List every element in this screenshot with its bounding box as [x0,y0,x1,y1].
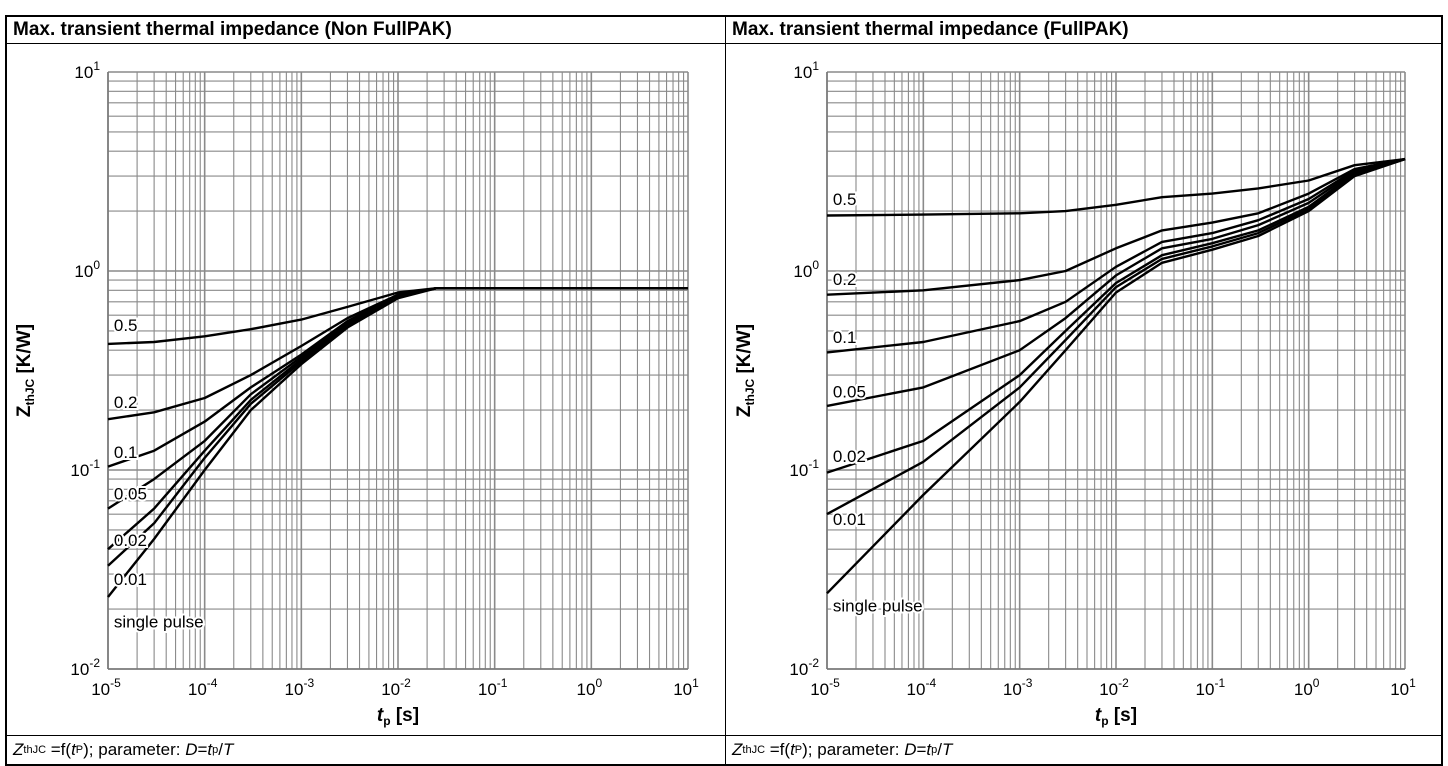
series-line [826,157,1406,217]
x-tick-label: 101 [673,676,699,699]
border-bottom [5,764,1443,766]
series-label: 0.5 [114,316,138,335]
series-label: 0.02 [833,447,866,466]
x-tick-label: 100 [1294,676,1320,699]
x-tick-label: 10-4 [907,676,937,699]
y-axis-label: ZthJC [K/W] [734,324,757,417]
grid [826,71,1406,670]
x-tick-label: 10-3 [1003,676,1033,699]
y-tick-label: 100 [793,258,819,281]
grid [107,71,689,670]
y-axis-label: ZthJC [K/W] [14,324,37,417]
y-tick-label: 10-1 [789,457,819,480]
series-label: single pulse [114,612,204,631]
series-line [826,157,1406,595]
x-tick-label: 10-1 [1196,676,1226,699]
series-label: 0.5 [833,190,857,209]
y-tick-label: 10-2 [70,656,100,679]
border-foot-top [5,735,1443,736]
border-title-bottom [5,43,1443,44]
y-tick-label: 10-2 [789,656,819,679]
x-tick-label: 101 [1390,676,1416,699]
x-tick-label: 10-5 [810,676,840,699]
series-label: 0.2 [114,393,138,412]
x-tick-label: 10-2 [381,676,411,699]
y-tick-label: 100 [74,258,100,281]
series-line [826,157,1406,296]
series-label: 0.05 [114,485,147,504]
series-label: single pulse [833,596,923,615]
series-line [826,157,1406,516]
series-line [826,157,1406,354]
x-tick-label: 10-4 [188,676,218,699]
y-tick-label: 101 [74,59,100,82]
x-tick-label: 10-3 [285,676,315,699]
panel-title-right: Max. transient thermal impedance (FullPA… [732,19,1129,40]
series-label: 0.1 [114,443,138,462]
series-group [107,287,688,598]
x-tick-label: 100 [577,676,603,699]
series-group [826,157,1406,595]
series-line [107,287,688,598]
series-label: 0.01 [114,570,147,589]
y-tick-label: 10-1 [70,457,100,480]
x-axis-label: tp [s] [377,705,419,728]
series-label: 0.05 [833,382,866,401]
x-tick-label: 10-5 [91,676,121,699]
x-tick-label: 10-1 [478,676,508,699]
panel-title-left: Max. transient thermal impedance (Non Fu… [13,19,452,40]
x-axis-label: tp [s] [1095,705,1137,728]
series-line [826,157,1406,408]
x-tick-label: 10-2 [1099,676,1129,699]
border-right [1441,15,1443,766]
border-top [5,15,1443,17]
series-label: 0.2 [833,270,857,289]
y-tick-label: 101 [793,59,819,82]
series-line [826,157,1406,474]
series-label: 0.02 [114,531,147,550]
border-middle [725,15,726,766]
series-label: 0.1 [833,328,857,347]
border-left [5,15,7,766]
series-label: 0.01 [833,510,866,529]
